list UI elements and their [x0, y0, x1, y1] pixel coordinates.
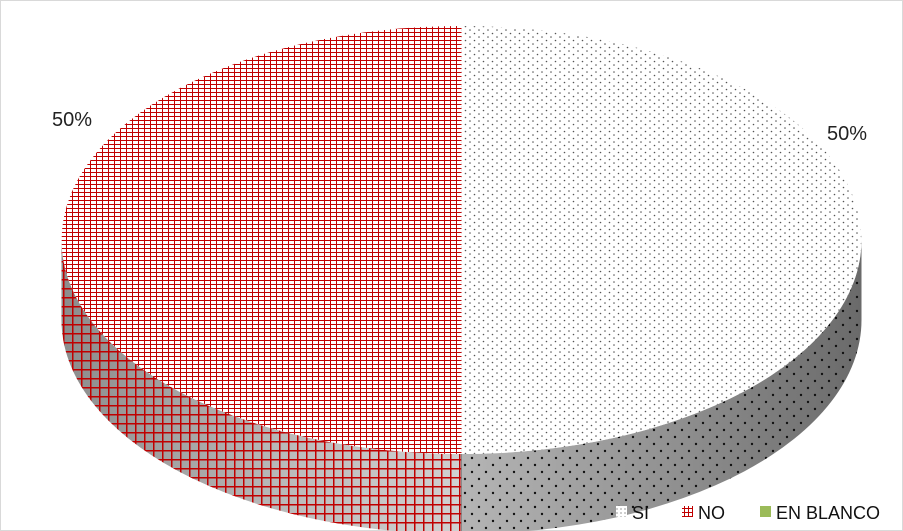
pie-side-pattern-no	[61, 240, 462, 531]
legend-swatch-no	[682, 506, 693, 517]
legend-item-en-blanco: EN BLANCO	[760, 503, 880, 523]
legend: SI NO EN BLANCO	[616, 503, 880, 523]
legend-label-en-blanco: EN BLANCO	[776, 503, 880, 523]
legend-label-no: NO	[698, 503, 725, 523]
legend-item-si: SI	[616, 503, 649, 523]
data-label-no: 50%	[52, 109, 92, 131]
legend-item-no: NO	[682, 503, 725, 523]
pie-side-pattern-si	[461, 240, 862, 531]
legend-swatch-en-blanco	[760, 506, 771, 517]
pie-slices	[61, 26, 862, 531]
pie-slice-si	[461, 26, 862, 454]
data-label-si: 50%	[827, 123, 867, 145]
legend-swatch-si	[616, 506, 627, 517]
legend-label-si: SI	[632, 503, 649, 523]
pie-slice-no	[61, 26, 462, 454]
